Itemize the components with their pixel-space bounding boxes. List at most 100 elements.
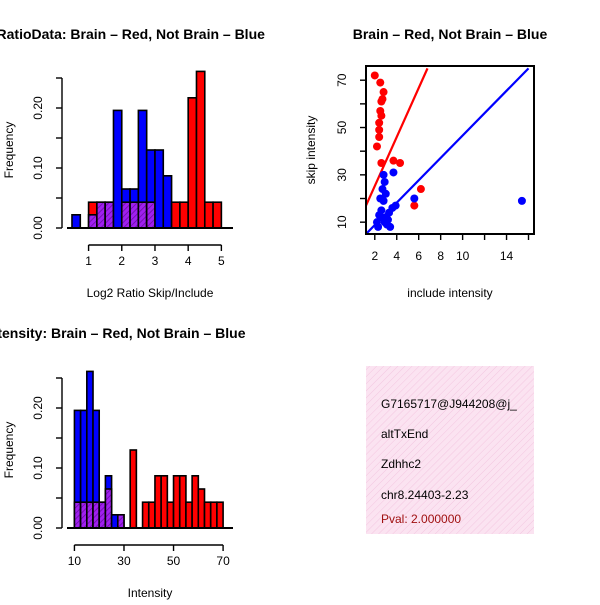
info-panel: G7165717@J944208@j_ altTxEnd Zdhhc2 chr8…	[366, 366, 534, 534]
ratio-title: Log2RatioData: Brain – Red, Not Brain – …	[0, 26, 265, 42]
intensity-title: Gene Itensity: Brain – Red, Not Brain – …	[0, 325, 246, 341]
ratio-bar-overlap	[104, 201, 115, 229]
ratio-x-tick-label: 4	[185, 254, 192, 268]
point-not-brain	[381, 189, 390, 198]
point-brain	[375, 118, 384, 127]
scatter-xlabel: include intensity	[407, 286, 492, 300]
intensity-bar-brain	[154, 474, 162, 529]
point-brain	[375, 125, 384, 134]
intensity-bar-brain	[197, 488, 206, 529]
intensity-bar-brain	[166, 501, 175, 529]
ratio-bar-not-brain	[112, 109, 123, 229]
point-not-brain	[377, 206, 386, 215]
point-brain	[377, 159, 386, 168]
ratio-ylabel: Frequency	[2, 122, 16, 179]
ratio-bar-overlap	[137, 201, 148, 229]
intensity-bar-brain	[129, 449, 138, 529]
intensity-bar-overlap	[116, 513, 125, 529]
intensity-ylabel: Frequency	[2, 422, 16, 479]
point-brain	[372, 142, 381, 151]
intensity-bar-overlap	[92, 501, 101, 529]
ratio-bar-not-brain	[154, 149, 165, 229]
point-brain	[416, 185, 425, 194]
point-not-brain	[517, 196, 526, 205]
intensity-bar-overlap	[79, 501, 88, 529]
point-brain	[379, 88, 388, 97]
intensity-y-tick-label: 0.10	[31, 456, 45, 480]
scatter-x-tick-label: 14	[500, 249, 514, 263]
scatter-y-tick-label: 10	[335, 215, 349, 229]
intensity-xlabel: Intensity	[128, 586, 173, 600]
intensity-bar-brain	[185, 501, 193, 529]
intensity-y-tick-label: 0.20	[31, 396, 45, 420]
intensity-bar-brain	[216, 501, 224, 529]
region: chr8.24403-2.23	[381, 488, 469, 502]
point-brain	[389, 156, 398, 165]
intensity-bar-overlap	[98, 501, 107, 529]
point-not-brain	[379, 170, 388, 179]
point-not-brain	[410, 194, 419, 203]
intensity-x-tick-label: 50	[167, 554, 181, 568]
scatter-x-tick-label: 10	[456, 249, 470, 263]
scatter-frame	[365, 65, 535, 235]
scatter-y-tick-label: 30	[335, 168, 349, 182]
point-brain	[377, 111, 386, 120]
info-background	[366, 366, 534, 534]
ratio-bar-overlap	[120, 201, 131, 229]
ratio-bar-not-brain	[71, 214, 82, 229]
ratio-bar-brain	[170, 201, 181, 229]
ratio-bars	[67, 70, 233, 229]
fit-line-brain	[366, 67, 429, 207]
intensity-axes: 10 30 50 70 0.00 0.10 0.20	[31, 377, 230, 568]
pval: Pval: 2.000000	[381, 512, 461, 526]
intensity-bar-brain	[178, 474, 187, 529]
ratio-x-tick-label: 5	[218, 254, 225, 268]
point-brain	[378, 95, 387, 104]
event-id: G7165717@J944208@j_	[381, 397, 517, 411]
point-not-brain	[386, 222, 395, 231]
point-not-brain	[376, 194, 385, 203]
ratio-x-tick-label: 3	[152, 254, 159, 268]
point-not-brain	[389, 168, 398, 177]
intensity-bar-brain	[172, 474, 181, 529]
scatter-y-tick-label: 50	[335, 121, 349, 135]
ratio-bar-brain	[212, 201, 223, 229]
intensity-bar-brain	[203, 501, 212, 529]
intensity-bar-brain	[191, 474, 200, 529]
intensity-scatter: Brain – Red, Not Brain – Blue 2 4 6 8 10 14 10…	[304, 26, 547, 300]
scatter-axes: 2 4 6 8 10 14 10 30 50 70	[335, 65, 535, 263]
ratio-bar-overlap	[145, 201, 156, 229]
point-not-brain	[380, 177, 389, 186]
point-brain	[375, 132, 384, 141]
ratio-bar-overlap	[96, 201, 106, 229]
ratio-bar-brain	[203, 201, 214, 229]
ratio-axes: 1 2 3 4 5 0.00 0.10 0.20	[31, 77, 225, 268]
scatter-data	[366, 67, 530, 234]
intensity-bar-brain	[209, 501, 218, 529]
ratio-y-tick-label: 0.20	[31, 96, 45, 120]
intensity-bar-overlap	[104, 488, 113, 529]
intensity-y-tick-label: 0.00	[31, 516, 45, 540]
point-brain	[370, 71, 379, 80]
intensity-bars	[67, 370, 233, 529]
intensity-x-tick-label: 30	[117, 554, 131, 568]
point-not-brain	[374, 222, 383, 231]
scatter-x-tick-label: 2	[371, 249, 378, 263]
event-type: altTxEnd	[381, 427, 428, 441]
ratio-xlabel: Log2 Ratio Skip/Include	[87, 286, 214, 300]
scatter-plot	[366, 67, 530, 234]
ratio-bar-overlap	[87, 214, 98, 229]
scatter-x-tick-label: 6	[415, 249, 422, 263]
ratio-y-tick-label: 0.10	[31, 156, 45, 180]
intensity-bar-brain	[160, 474, 169, 529]
ratio-x-tick-label: 2	[118, 254, 125, 268]
intensity-bar-overlap	[73, 501, 82, 529]
scatter-x-tick-label: 8	[437, 249, 444, 263]
scatter-x-tick-label: 4	[393, 249, 400, 263]
intensity-bar-overlap	[86, 501, 94, 529]
intensity-bar-brain	[141, 501, 150, 529]
intensity-bar-brain	[147, 501, 156, 529]
ratio-histogram: Log2RatioData: Brain – Red, Not Brain – …	[0, 26, 265, 300]
point-not-brain	[377, 213, 386, 222]
